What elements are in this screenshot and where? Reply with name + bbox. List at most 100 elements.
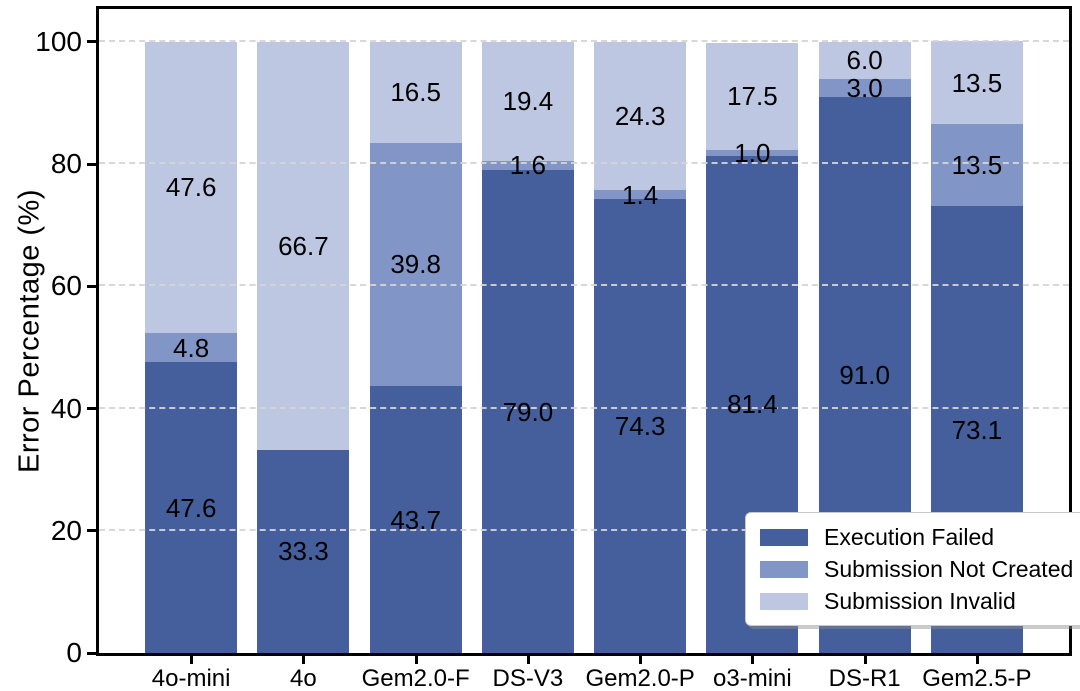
bar-segment-submission-not-created [481, 160, 574, 171]
x-tick-mark [414, 656, 418, 664]
x-tick-mark [975, 656, 979, 664]
legend-item-submission-not-created: Submission Not Created [760, 556, 1074, 582]
bar-segment-submission-invalid [145, 42, 238, 333]
bar-segment-execution-failed [257, 449, 350, 653]
y-tick-label: 80 [50, 148, 82, 180]
bar-segment-submission-not-created [369, 142, 462, 386]
bar-value-label: 1.4 [622, 179, 659, 210]
bar-value-label: 74.3 [614, 411, 666, 442]
gridline [99, 162, 1069, 165]
bar-label-column-gem2-0-p: 74.3 1.4 24.3 Gem2.0-P [584, 9, 696, 691]
bar-column-gem2-0-p [584, 9, 696, 653]
bar-value-label: 24.3 [614, 101, 666, 132]
bar-segment-submission-invalid [706, 42, 799, 150]
x-tick-label-ds-v3: DS-V3 [492, 665, 564, 691]
x-tick-mark [751, 656, 755, 664]
bar-column-4o-mini [135, 9, 247, 653]
bar-label-column-gem2-5-p: 73.1 13.5 13.5 Gem2.5-P [921, 9, 1033, 691]
y-tick-label: 20 [50, 514, 82, 546]
bar-value-label: 13.5 [951, 67, 1003, 98]
y-tick-mark [87, 651, 96, 655]
bar-segment-submission-invalid [369, 42, 462, 143]
x-tick-label-o3-mini: o3-mini [713, 665, 792, 691]
legend-swatch-execution-failed [760, 528, 808, 546]
bar-value-label: 91.0 [839, 360, 890, 390]
bar-value-label: 6.0 [846, 45, 883, 76]
bar-segment-submission-not-created [818, 78, 911, 97]
bar-segment-submission-invalid [930, 41, 1023, 124]
bar-value-label: 79.0 [502, 396, 554, 427]
bar-value-label: 33.3 [278, 536, 329, 567]
x-tick-label-gem2-0-p: Gem2.0-P [585, 665, 695, 691]
bar-label-column-4o-mini: 47.6 4.8 47.6 4o-mini [135, 9, 247, 691]
y-axis-title: Error Percentage (%) [13, 189, 46, 473]
x-tick-label-gem2-0-f: Gem2.0-F [361, 665, 470, 691]
x-tick-mark [190, 656, 194, 664]
bar-value-label: 3.0 [846, 72, 883, 103]
gridline [99, 284, 1069, 287]
gridline [99, 528, 1069, 531]
x-tick-mark [302, 656, 306, 664]
bar-value-label: 39.8 [390, 249, 441, 280]
bar-segment-submission-not-created [594, 190, 687, 200]
bar-segment-submission-not-created [145, 332, 238, 363]
bar-value-label: 1.6 [509, 150, 546, 181]
bar-value-label: 47.6 [165, 492, 217, 523]
bar-value-label: 43.7 [390, 504, 441, 535]
bar-segment-submission-not-created [930, 123, 1023, 207]
y-tick-label: 40 [50, 392, 82, 424]
bar-label-column-gem2-0-f: 43.7 39.8 16.5 Gem2.0-F [360, 9, 472, 691]
x-tick-label-ds-r1: DS-R1 [828, 665, 901, 691]
x-tick-mark [526, 656, 530, 664]
legend-label: Execution Failed [824, 524, 995, 550]
bar-column-4o [247, 9, 359, 653]
x-tick-mark [639, 656, 643, 664]
legend-swatch-submission-invalid [760, 592, 808, 610]
bar-segment-execution-failed [145, 362, 238, 653]
bar-label-column-4o: 33.3 66.7 4o [247, 9, 359, 691]
bar-value-label: 73.1 [951, 414, 1003, 445]
y-tick-mark [87, 284, 96, 288]
bar-segment-submission-not-created [706, 149, 799, 156]
bar-value-label: 17.5 [727, 81, 778, 112]
y-tick-label: 100 [35, 25, 82, 57]
x-tick-label-4o-mini: 4o-mini [151, 665, 231, 691]
bar-value-label: 4.8 [173, 332, 210, 363]
bar-value-label: 16.5 [390, 77, 441, 108]
bar-column-ds-v3 [472, 9, 584, 653]
bar-value-label: 1.0 [734, 137, 771, 168]
plot-area: 47.6 4.8 47.6 4o-mini 33.3 66.7 4o 43.7 39.8 16.5… [96, 6, 1080, 691]
bar-value-label: 47.6 [165, 172, 217, 203]
bar-segment-submission-invalid [481, 42, 574, 161]
bar-value-label: 81.4 [727, 389, 778, 420]
legend-label: Submission Not Created [824, 556, 1074, 582]
bar-segment-execution-failed [481, 170, 574, 653]
bar-segment-submission-invalid [818, 42, 911, 79]
bar-value-label: 66.7 [278, 230, 329, 261]
bar-column-gem2-0-f [360, 9, 472, 653]
bar-label-column-ds-r1: 91.0 3.0 6.0 DS-R1 [809, 9, 921, 691]
y-tick-label: 60 [50, 270, 82, 302]
y-tick-mark [87, 529, 96, 533]
y-tick-mark [87, 162, 96, 166]
bar-segment-execution-failed [369, 386, 462, 653]
legend-item-submission-invalid: Submission Invalid [760, 588, 1072, 614]
bar-value-label: 19.4 [502, 86, 554, 117]
legend-swatch-submission-not-created [760, 560, 808, 578]
x-tick-mark [863, 656, 867, 664]
y-tick-mark [87, 40, 96, 44]
bar-label-column-o3-mini: 81.4 1.0 17.5 o3-mini [696, 9, 808, 691]
y-tick-label: 0 [66, 637, 82, 668]
y-tick-mark [87, 407, 96, 411]
legend-item-execution-failed: Execution Failed [760, 524, 1072, 550]
legend: Execution Failed Submission Not Created Su… [745, 512, 1080, 626]
x-tick-label-4o: 4o [290, 665, 317, 691]
bar-value-label: 13.5 [951, 150, 1003, 181]
bar-segment-submission-invalid [257, 42, 350, 450]
bar-label-column-ds-v3: 79.0 1.6 19.4 DS-V3 [472, 9, 584, 691]
gridline [99, 40, 1069, 42]
label-layer: 47.6 4.8 47.6 4o-mini 33.3 66.7 4o 43.7 39.8 16.5… [99, 9, 1069, 691]
grid-layer [99, 9, 1069, 653]
bar-segment-submission-invalid [594, 42, 687, 191]
